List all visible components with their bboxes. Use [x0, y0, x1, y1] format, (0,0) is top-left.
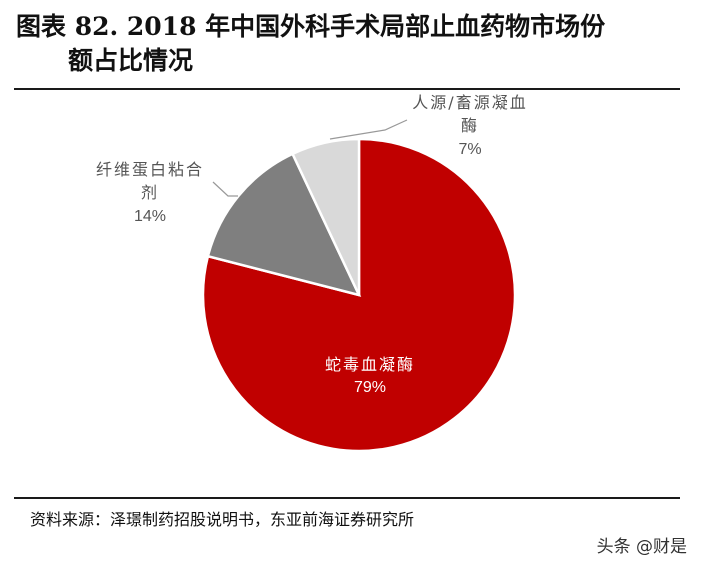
slice-label-1-line-1: 蛇毒血凝酶 — [325, 355, 415, 374]
pie-slice-1 — [201, 137, 517, 453]
bottom-divider — [14, 497, 680, 499]
slice-value-label-2: 14% — [134, 208, 166, 225]
slice-value-label-3: 7% — [458, 141, 481, 158]
title-line-2: 额占比情况 — [68, 46, 194, 75]
pie-slice-3 — [290, 137, 361, 296]
pie-slice-2 — [206, 152, 362, 297]
top-divider — [14, 88, 680, 90]
chart-title: 图表 82. 2018 年中国外科手术局部止血药物市场份 额占比情况 — [16, 10, 696, 78]
slice-label-3-line-2: 酶 — [461, 116, 479, 135]
slice-label-2-line-2: 剂 — [141, 183, 159, 202]
source-note: 资料来源：泽璟制药招股说明书，东亚前海证券研究所 — [30, 510, 415, 529]
leader-line-3 — [329, 119, 408, 140]
watermark: 头条 @财是 — [596, 537, 687, 557]
slice-value-label-1: 79% — [354, 379, 386, 396]
leader-line-2 — [212, 181, 238, 197]
slice-label-3-line-1: 人源/畜源凝血 — [412, 93, 527, 112]
slice-label-2-line-1: 纤维蛋白粘合 — [96, 160, 204, 179]
title-line-1: 图表 82. 2018 年中国外科手术局部止血药物市场份 — [16, 12, 606, 41]
